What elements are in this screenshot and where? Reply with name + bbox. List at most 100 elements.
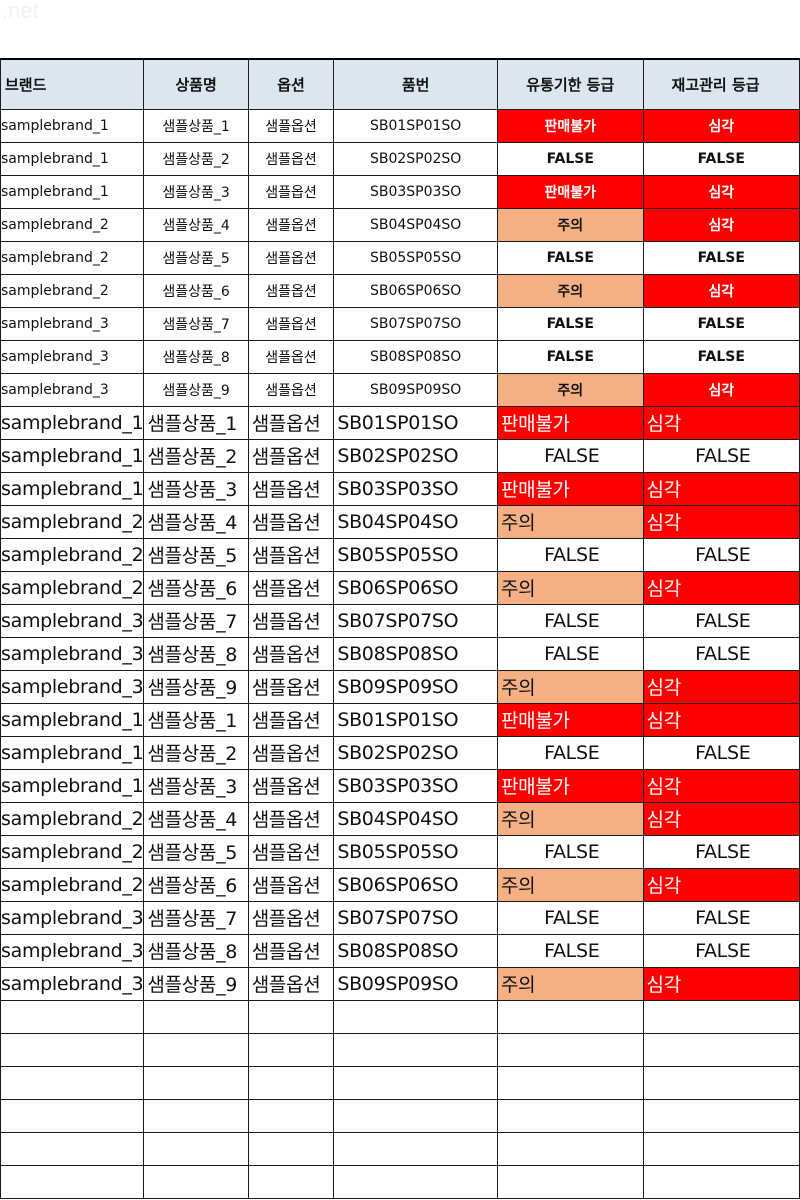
cell-brand[interactable]: samplebrand_1 [0,405,145,440]
cell-expiry-grade[interactable]: FALSE [496,834,644,869]
empty-cell[interactable] [247,1065,335,1100]
empty-cell[interactable] [247,1098,335,1133]
empty-cell[interactable] [642,1032,800,1067]
cell-expiry-grade[interactable]: 주의 [496,273,644,308]
cell-product-code[interactable]: SB04SP04SO [333,504,498,539]
cell-product-name[interactable]: 샘플상품_6 [143,867,249,902]
cell-option[interactable]: 샘플옵션 [247,735,335,770]
cell-product-name[interactable]: 샘플상품_1 [143,405,249,440]
cell-product-name[interactable]: 샘플상품_9 [143,669,249,704]
empty-cell[interactable] [143,1032,249,1067]
cell-option[interactable]: 샘플옵션 [247,438,335,473]
cell-brand[interactable]: samplebrand_1 [0,108,145,143]
empty-cell[interactable] [642,1131,800,1166]
cell-product-code[interactable]: SB03SP03SO [333,471,498,506]
cell-product-code[interactable]: SB09SP09SO [333,966,498,1001]
cell-product-code[interactable]: SB02SP02SO [333,735,498,770]
cell-brand[interactable]: samplebrand_1 [0,141,145,176]
cell-stock-grade[interactable]: FALSE [642,603,800,638]
cell-product-code[interactable]: SB06SP06SO [333,273,498,308]
cell-product-code[interactable]: SB01SP01SO [333,108,498,143]
cell-option[interactable]: 샘플옵션 [247,240,335,275]
cell-expiry-grade[interactable]: 주의 [496,669,644,704]
header-expiry-grade[interactable]: 유통기한 등급 [496,58,644,110]
cell-product-code[interactable]: SB04SP04SO [333,801,498,836]
cell-brand[interactable]: samplebrand_3 [0,372,145,407]
empty-cell[interactable] [333,1131,498,1166]
cell-product-name[interactable]: 샘플상품_1 [143,702,249,737]
cell-option[interactable]: 샘플옵션 [247,207,335,242]
cell-product-name[interactable]: 샘플상품_3 [143,471,249,506]
cell-product-code[interactable]: SB07SP07SO [333,306,498,341]
cell-brand[interactable]: samplebrand_3 [0,966,145,1001]
header-product-name[interactable]: 상품명 [143,58,249,110]
empty-cell[interactable] [496,1164,644,1199]
cell-expiry-grade[interactable]: 주의 [496,372,644,407]
cell-brand[interactable]: samplebrand_1 [0,471,145,506]
cell-stock-grade[interactable]: 심각 [642,966,800,1001]
empty-cell[interactable] [642,1065,800,1100]
cell-stock-grade[interactable]: 심각 [642,405,800,440]
cell-expiry-grade[interactable]: FALSE [496,306,644,341]
cell-stock-grade[interactable]: FALSE [642,306,800,341]
cell-expiry-grade[interactable]: FALSE [496,240,644,275]
empty-cell[interactable] [143,1098,249,1133]
cell-stock-grade[interactable]: 심각 [642,372,800,407]
empty-cell[interactable] [333,1065,498,1100]
cell-stock-grade[interactable]: FALSE [642,636,800,671]
cell-product-name[interactable]: 샘플상품_7 [143,900,249,935]
cell-product-name[interactable]: 샘플상품_9 [143,966,249,1001]
cell-product-code[interactable]: SB01SP01SO [333,405,498,440]
empty-cell[interactable] [642,1098,800,1133]
cell-expiry-grade[interactable]: FALSE [496,636,644,671]
empty-cell[interactable] [642,1164,800,1199]
cell-product-name[interactable]: 샘플상품_7 [143,306,249,341]
cell-option[interactable]: 샘플옵션 [247,537,335,572]
cell-brand[interactable]: samplebrand_2 [0,240,145,275]
cell-expiry-grade[interactable]: 주의 [496,867,644,902]
empty-cell[interactable] [333,1164,498,1199]
cell-product-name[interactable]: 샘플상품_6 [143,273,249,308]
cell-stock-grade[interactable]: FALSE [642,438,800,473]
cell-option[interactable]: 샘플옵션 [247,306,335,341]
empty-cell[interactable] [496,1131,644,1166]
cell-stock-grade[interactable]: 심각 [642,174,800,209]
cell-expiry-grade[interactable]: FALSE [496,537,644,572]
empty-cell[interactable] [0,1065,145,1100]
cell-expiry-grade[interactable]: FALSE [496,339,644,374]
cell-expiry-grade[interactable]: 판매불가 [496,471,644,506]
cell-product-code[interactable]: SB01SP01SO [333,702,498,737]
cell-product-name[interactable]: 샘플상품_6 [143,570,249,605]
cell-option[interactable]: 샘플옵션 [247,471,335,506]
empty-cell[interactable] [0,1098,145,1133]
empty-cell[interactable] [333,1032,498,1067]
empty-cell[interactable] [247,1131,335,1166]
cell-product-name[interactable]: 샘플상품_4 [143,207,249,242]
cell-brand[interactable]: samplebrand_3 [0,669,145,704]
cell-stock-grade[interactable]: FALSE [642,537,800,572]
cell-option[interactable]: 샘플옵션 [247,966,335,1001]
cell-expiry-grade[interactable]: FALSE [496,735,644,770]
cell-product-name[interactable]: 샘플상품_1 [143,108,249,143]
cell-expiry-grade[interactable]: 판매불가 [496,174,644,209]
cell-product-code[interactable]: SB08SP08SO [333,933,498,968]
cell-expiry-grade[interactable]: FALSE [496,438,644,473]
cell-product-code[interactable]: SB08SP08SO [333,636,498,671]
empty-cell[interactable] [247,1032,335,1067]
cell-product-code[interactable]: SB08SP08SO [333,339,498,374]
cell-product-code[interactable]: SB06SP06SO [333,867,498,902]
cell-brand[interactable]: samplebrand_2 [0,537,145,572]
cell-brand[interactable]: samplebrand_1 [0,438,145,473]
cell-stock-grade[interactable]: FALSE [642,240,800,275]
cell-expiry-grade[interactable]: FALSE [496,900,644,935]
cell-stock-grade[interactable]: 심각 [642,273,800,308]
header-brand[interactable]: 브랜드 [0,58,145,110]
cell-option[interactable]: 샘플옵션 [247,372,335,407]
empty-cell[interactable] [143,1131,249,1166]
cell-product-code[interactable]: SB03SP03SO [333,768,498,803]
cell-product-code[interactable]: SB06SP06SO [333,570,498,605]
cell-stock-grade[interactable]: 심각 [642,207,800,242]
cell-stock-grade[interactable]: 심각 [642,570,800,605]
cell-option[interactable]: 샘플옵션 [247,636,335,671]
empty-cell[interactable] [247,1164,335,1199]
